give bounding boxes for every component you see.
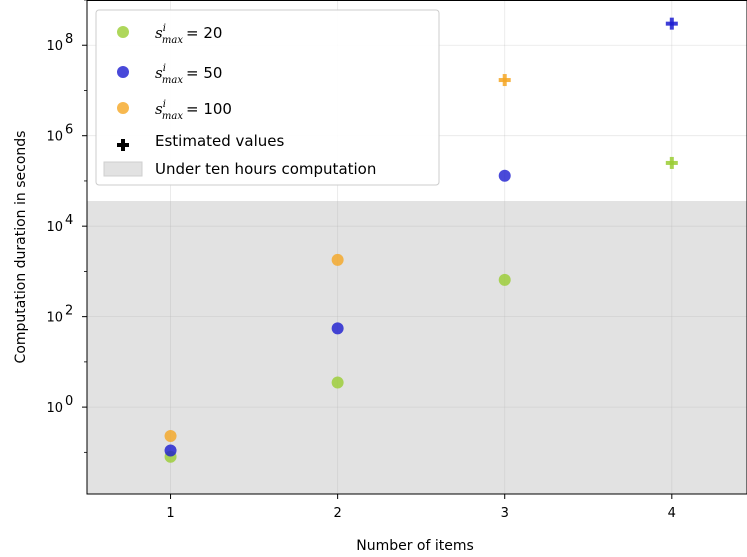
x-axis-label: Number of items	[356, 538, 474, 554]
legend-label: si max = 50	[155, 63, 222, 86]
x-tick-label: 1	[166, 506, 174, 521]
legend-label: si max = 20	[155, 23, 222, 46]
plus-v	[669, 17, 674, 30]
y-tick-label: 10	[46, 39, 63, 54]
x-tick-label: 4	[668, 506, 676, 521]
x-tick-label: 3	[501, 506, 509, 521]
y-tick-label: 10	[46, 130, 63, 145]
y-tick-exponent: 8	[65, 32, 73, 47]
y-tick-exponent: 0	[65, 394, 73, 409]
y-tick-exponent: 4	[65, 213, 73, 228]
data-point	[498, 273, 511, 286]
data-point	[498, 169, 511, 182]
x-tick-label: 2	[333, 506, 341, 521]
data-point	[164, 429, 177, 442]
estimated-point	[665, 156, 678, 169]
legend-marker	[117, 102, 129, 114]
y-tick-label: 10	[46, 401, 63, 416]
data-point	[331, 322, 344, 335]
plus-v	[502, 74, 507, 87]
legend-marker	[117, 26, 129, 38]
y-tick-label: 10	[46, 220, 63, 235]
legend-label-shaded: Under ten hours computation	[155, 160, 376, 178]
legend-label: si max = 100	[155, 99, 232, 122]
plus-v	[669, 156, 674, 169]
data-point	[331, 253, 344, 266]
data-point	[164, 444, 177, 457]
y-axis-label: Computation duration in seconds	[13, 131, 29, 364]
estimated-point	[665, 17, 678, 30]
y-tick-label: 10	[46, 311, 63, 326]
shaded-region	[87, 201, 747, 494]
plot-frame	[86, 0, 747, 495]
y-tick-exponent: 6	[65, 123, 73, 138]
legend-marker	[117, 66, 129, 78]
legend-marker-estimated	[117, 139, 129, 151]
legend-swatch-shaded	[103, 161, 143, 177]
legend-label-estimated: Estimated values	[155, 132, 285, 150]
y-tick-exponent: 2	[65, 304, 73, 319]
plus-v	[121, 139, 125, 151]
legend-box	[95, 9, 440, 186]
data-point	[331, 376, 344, 389]
estimated-point	[498, 74, 511, 87]
legend: si max = 20 si max = 50 si max = 100 Estimated va…	[95, 9, 440, 186]
